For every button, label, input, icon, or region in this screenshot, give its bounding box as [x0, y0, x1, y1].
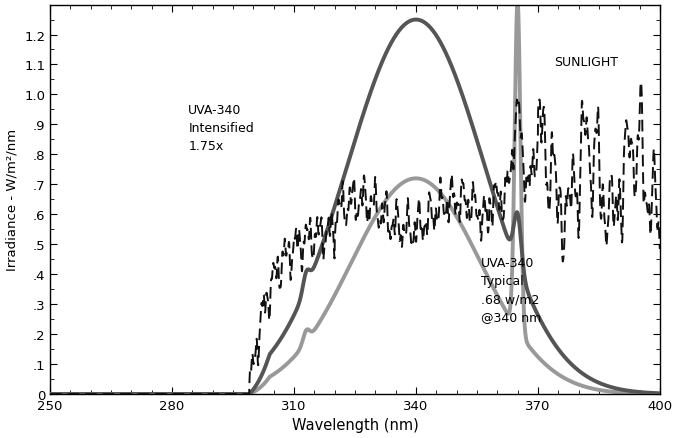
X-axis label: Wavelength (nm): Wavelength (nm) [292, 417, 418, 432]
Text: UVA-340
Intensified
1.75x: UVA-340 Intensified 1.75x [188, 104, 254, 153]
Text: UVA-340
Typical
.68 w/m2
@340 nm: UVA-340 Typical .68 w/m2 @340 nm [481, 257, 541, 324]
Text: SUNLIGHT: SUNLIGHT [554, 57, 618, 69]
Y-axis label: Irradiance - W/m²/nm: Irradiance - W/m²/nm [5, 129, 18, 271]
